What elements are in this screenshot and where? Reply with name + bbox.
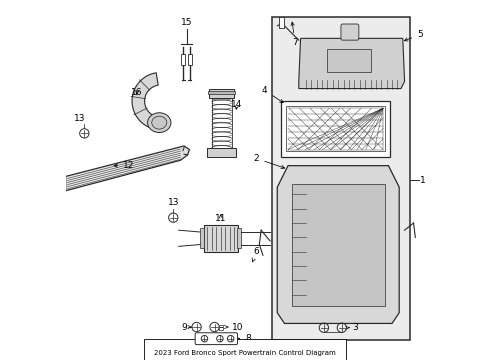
Bar bbox=[219, 324, 223, 329]
Bar bbox=[181, 54, 186, 65]
Ellipse shape bbox=[152, 116, 167, 129]
FancyBboxPatch shape bbox=[341, 24, 359, 40]
Text: 6: 6 bbox=[252, 247, 259, 262]
Bar bbox=[327, 49, 370, 72]
Bar bbox=[281, 101, 390, 157]
Bar bbox=[272, 17, 410, 339]
Text: 2: 2 bbox=[254, 154, 285, 168]
Text: 12: 12 bbox=[114, 161, 134, 170]
FancyBboxPatch shape bbox=[209, 89, 234, 98]
Bar bbox=[237, 228, 242, 248]
Bar bbox=[286, 107, 385, 151]
Text: 11: 11 bbox=[215, 214, 226, 223]
Text: 2023 Ford Bronco Sport Powertrain Control Diagram: 2023 Ford Bronco Sport Powertrain Contro… bbox=[154, 350, 336, 356]
Text: 1: 1 bbox=[420, 176, 426, 185]
FancyBboxPatch shape bbox=[195, 333, 238, 345]
Text: 13: 13 bbox=[168, 198, 179, 207]
Bar bbox=[204, 225, 238, 252]
Polygon shape bbox=[132, 73, 165, 130]
Text: 4: 4 bbox=[262, 86, 283, 103]
FancyBboxPatch shape bbox=[207, 148, 236, 157]
Text: 15: 15 bbox=[181, 18, 192, 27]
Text: 14: 14 bbox=[231, 100, 243, 109]
Text: 8: 8 bbox=[245, 334, 251, 343]
Text: 5: 5 bbox=[404, 30, 423, 41]
Bar bbox=[279, 17, 285, 28]
Bar bbox=[188, 54, 192, 65]
Text: 6: 6 bbox=[0, 359, 1, 360]
Text: 3: 3 bbox=[353, 323, 358, 332]
Bar bbox=[208, 91, 235, 94]
Ellipse shape bbox=[147, 113, 171, 132]
Text: 7: 7 bbox=[291, 22, 298, 47]
Text: 13: 13 bbox=[74, 114, 86, 123]
Polygon shape bbox=[277, 166, 399, 323]
Polygon shape bbox=[66, 146, 190, 191]
Bar bbox=[292, 184, 385, 306]
Polygon shape bbox=[299, 39, 405, 89]
Text: 9: 9 bbox=[182, 323, 188, 332]
Bar bbox=[200, 228, 204, 248]
Text: 16: 16 bbox=[131, 87, 143, 96]
Text: 10: 10 bbox=[232, 323, 243, 332]
